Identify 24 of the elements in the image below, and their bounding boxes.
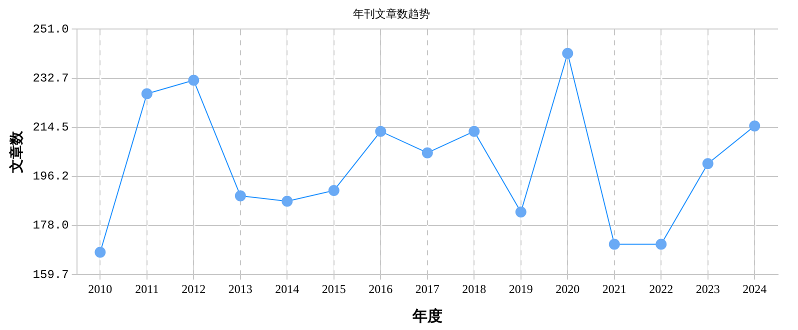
y-tick-label: 159.7 — [32, 268, 69, 282]
x-tick-label: 2013 — [228, 282, 252, 296]
x-tick-label: 2011 — [135, 282, 159, 296]
x-tick-label: 2014 — [275, 282, 300, 296]
x-tick-label: 2016 — [368, 282, 393, 296]
y-axis-title: 文章数 — [8, 130, 26, 174]
x-tick-label: 2017 — [415, 282, 440, 296]
x-tick-label: 2012 — [182, 282, 206, 296]
x-tick-label: 2020 — [556, 282, 580, 296]
x-tick-label: 2021 — [602, 282, 626, 296]
y-tick-label: 178.0 — [32, 218, 69, 233]
x-tick-label: 2024 — [742, 282, 767, 296]
chart-title: 年刊文章数趋势 — [353, 7, 430, 20]
x-tick-label: 2015 — [322, 282, 346, 296]
x-tick-label: 2019 — [508, 282, 533, 296]
x-tick-label: 2023 — [696, 282, 720, 296]
x-axis-title: 年度 — [411, 306, 442, 325]
x-tick-label: 2022 — [649, 282, 674, 296]
x-tick-label: 2010 — [88, 282, 112, 296]
y-tick-label: 232.7 — [32, 72, 69, 86]
y-tick-label: 251.0 — [32, 22, 69, 36]
y-tick-label: 214.5 — [32, 120, 69, 134]
y-tick-label: 196.2 — [32, 170, 69, 184]
x-tick-label: 2018 — [462, 282, 486, 296]
